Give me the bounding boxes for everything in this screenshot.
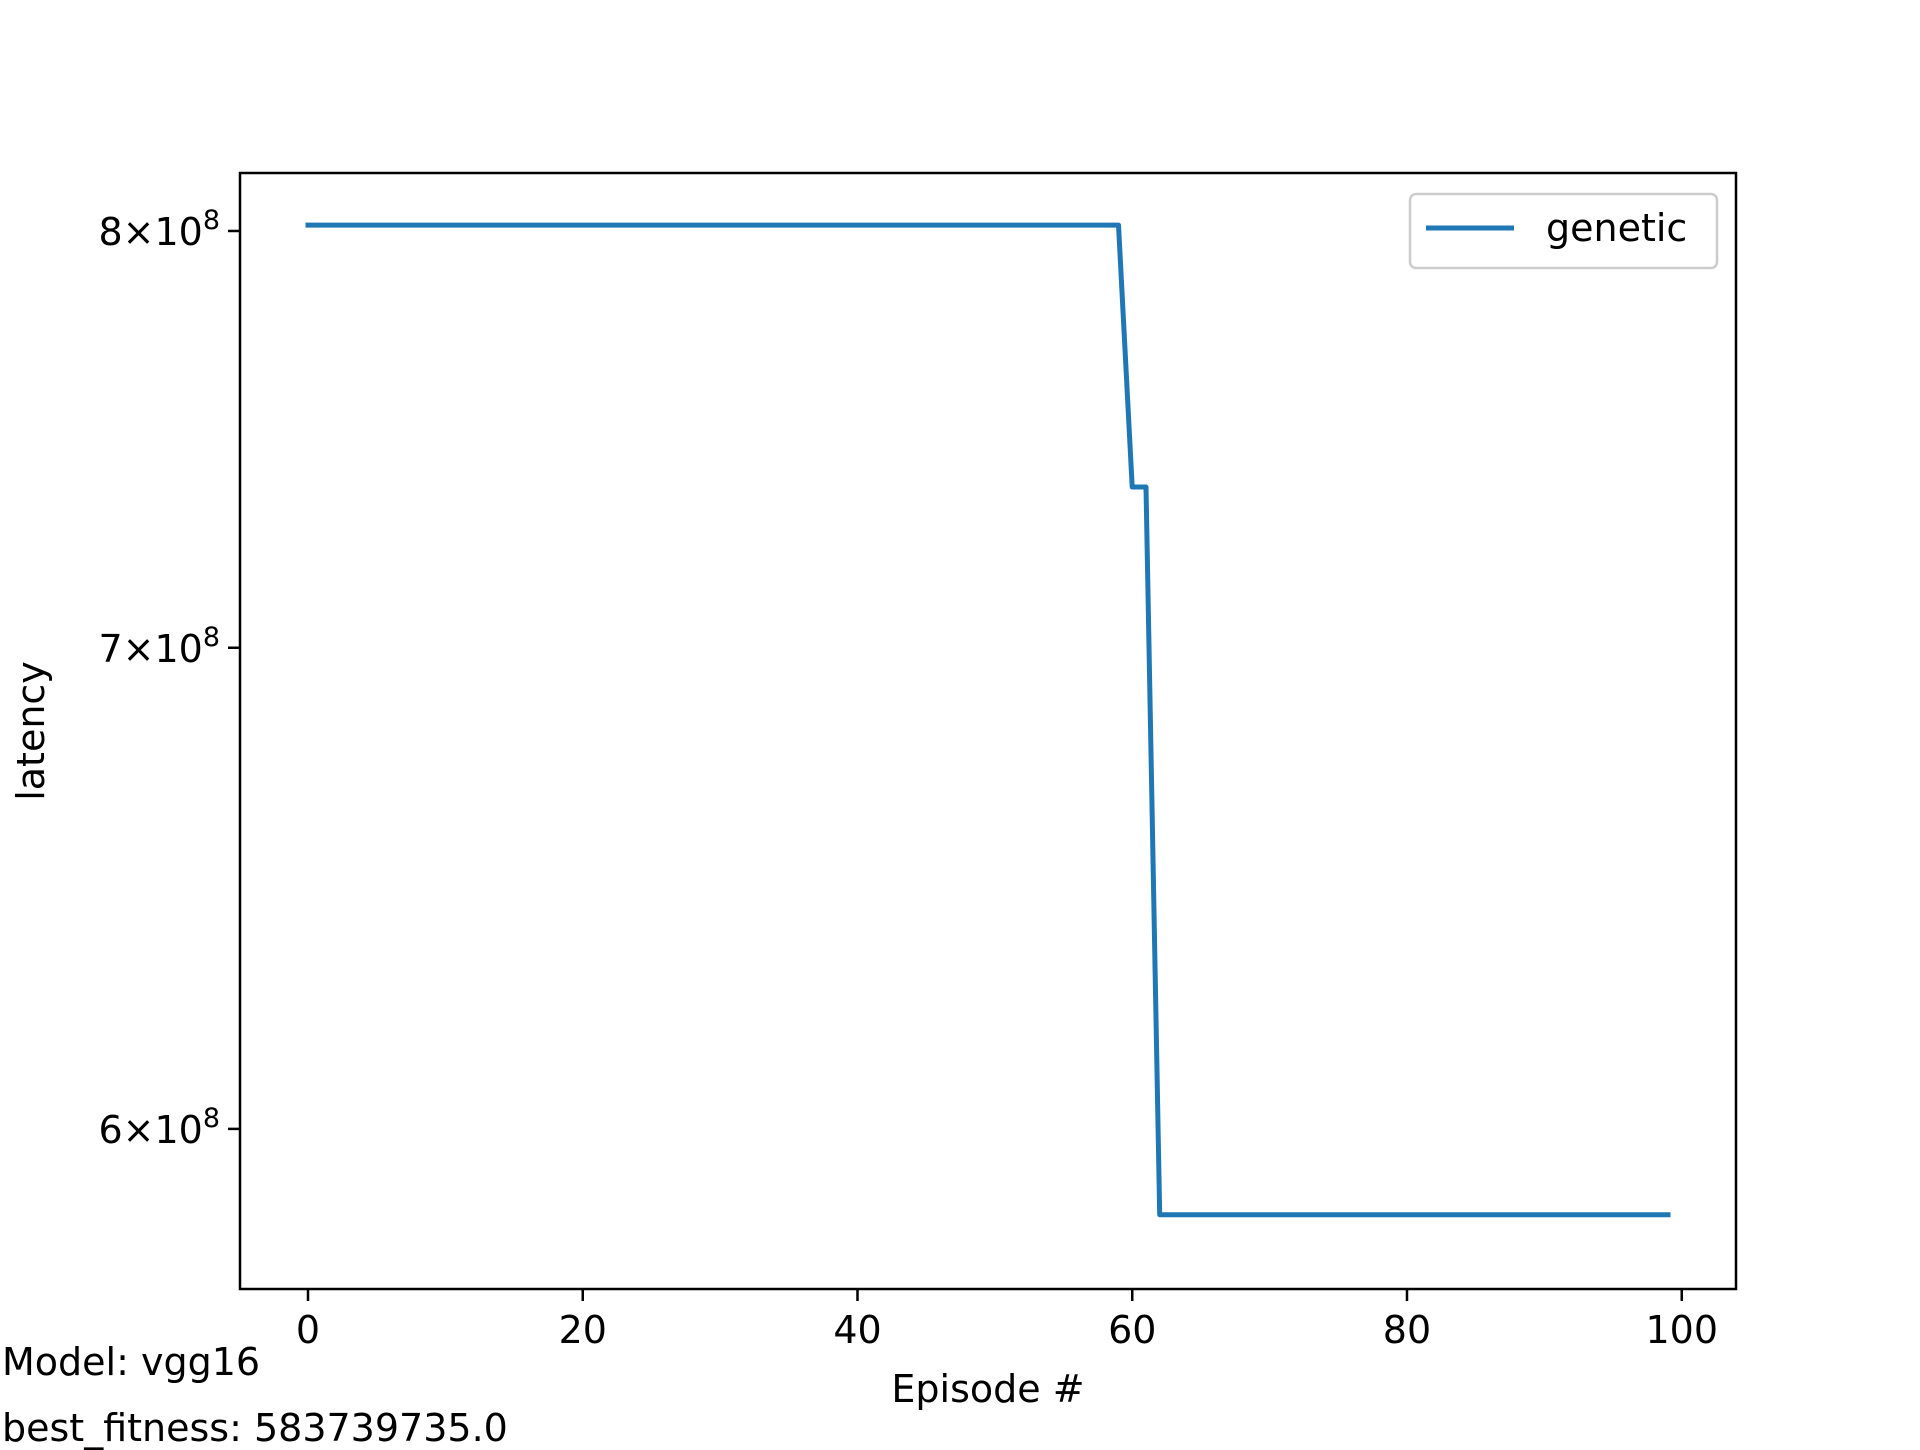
x-axis-ticks: 0 20 40 60 80 100 <box>296 1289 1718 1352</box>
plot-area <box>240 173 1736 1289</box>
legend-box <box>1408 192 1719 270</box>
y-axis-ticks: 6×108 7×108 8×108 <box>98 205 240 1152</box>
x-axis-label: Episode # <box>891 1367 1084 1411</box>
y-tick-label: 6×108 <box>98 1103 220 1152</box>
series-line-genetic <box>305 222 1671 1218</box>
y-axis-label: latency <box>9 661 53 801</box>
legend-label-genetic: genetic <box>1546 206 1687 250</box>
axes-frame <box>238 171 1738 1291</box>
series-layer <box>305 222 1671 1218</box>
y-tick-label: 8×108 <box>98 205 220 254</box>
x-tick-label: 60 <box>1108 1308 1156 1352</box>
x-tick-label: 100 <box>1645 1308 1718 1352</box>
legend: genetic <box>1408 192 1719 270</box>
model-note: Model: vgg16 <box>2 1340 261 1384</box>
best-fitness-note: best_fitness: 583739735.0 <box>2 1406 508 1450</box>
x-tick-label: 40 <box>833 1308 881 1352</box>
x-tick-label: 0 <box>296 1308 320 1352</box>
x-tick-label: 20 <box>559 1308 607 1352</box>
y-tick-label: 7×108 <box>98 622 220 671</box>
x-tick-label: 80 <box>1383 1308 1431 1352</box>
